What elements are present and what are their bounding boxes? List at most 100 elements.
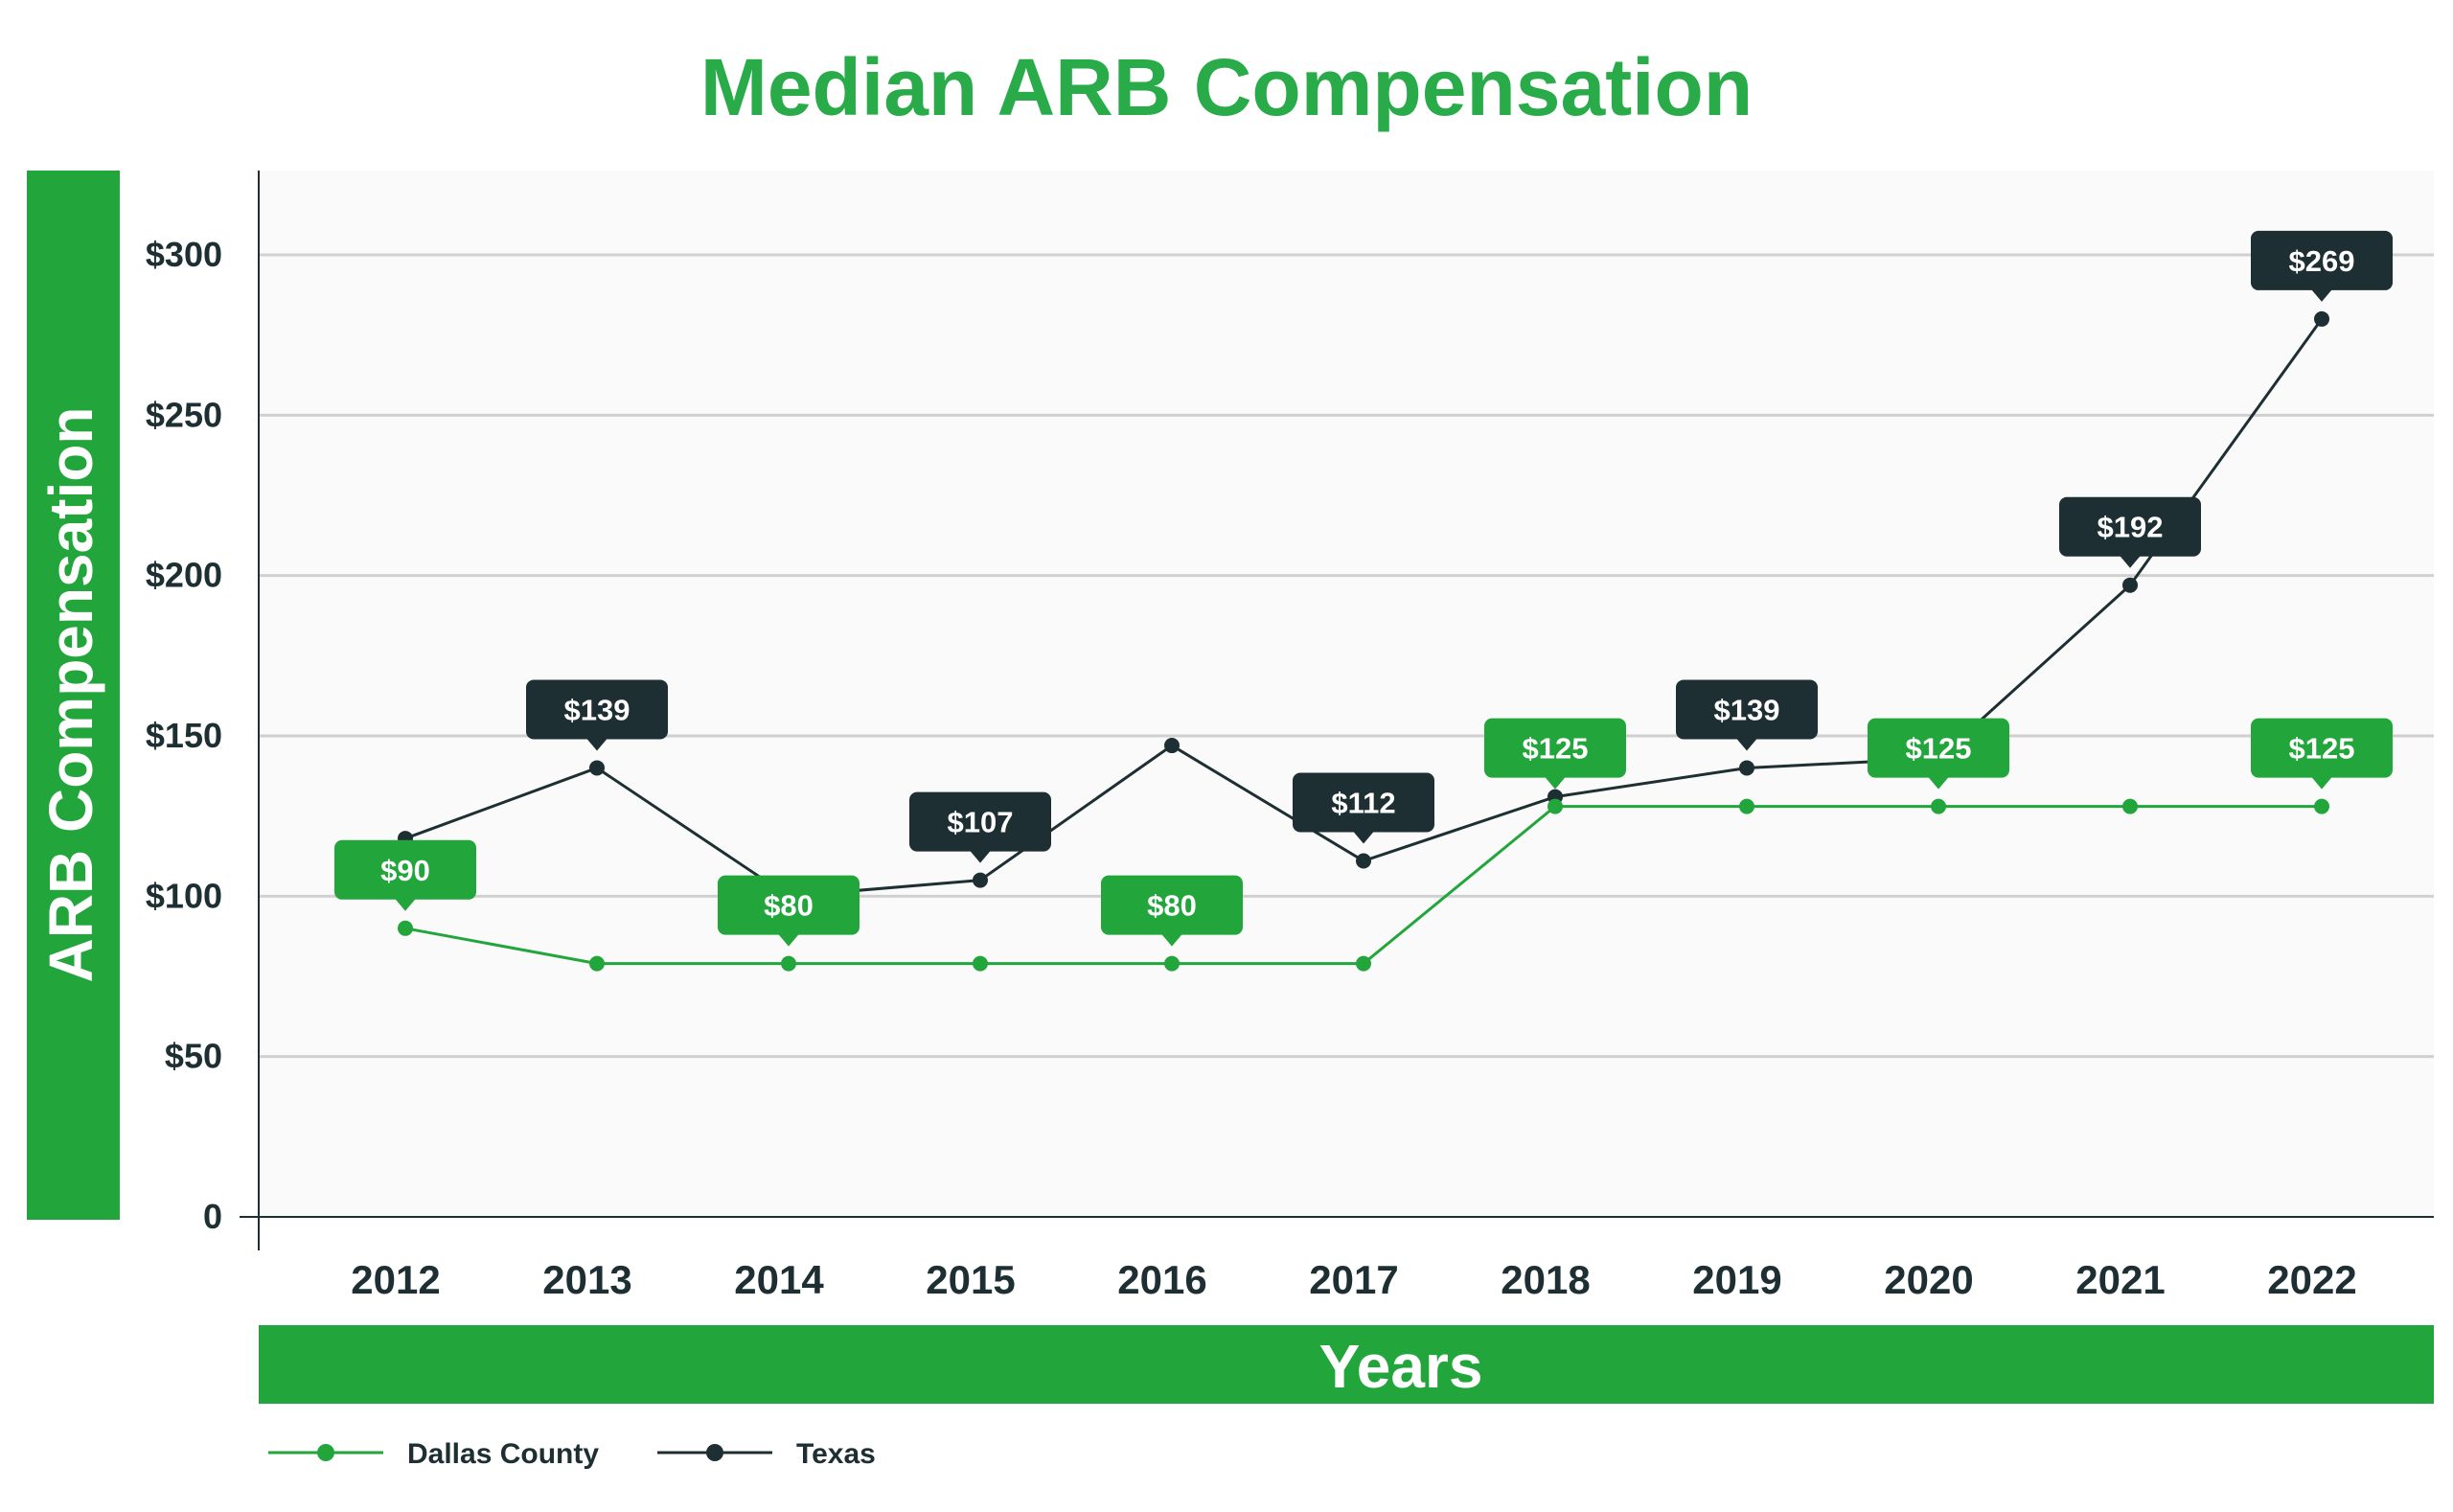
data-point-texas	[1739, 760, 1754, 776]
legend-marker	[317, 1444, 334, 1461]
data-label-callout: $80	[1101, 875, 1243, 947]
data-point-dallas-county	[1164, 955, 1180, 972]
x-tick-label: 2012	[351, 1257, 440, 1302]
x-tick-label: 2013	[542, 1257, 631, 1302]
y-axis-title-band	[27, 171, 120, 1220]
legend-item: Texas	[657, 1438, 876, 1470]
x-axis-title-band	[259, 1325, 2434, 1404]
data-label: $125	[2289, 732, 2355, 766]
data-point-dallas-county	[973, 955, 988, 972]
y-tick-label: $300	[146, 235, 222, 274]
data-label-pointer	[1545, 776, 1566, 790]
data-labels: $90 $80 $80 $125 $125 $125 $139 $107 $112 $139 $19…	[334, 230, 2393, 947]
y-tick-label: $50	[165, 1037, 222, 1076]
chart-title: Median ARB Compensation	[700, 42, 1753, 132]
data-label: $139	[564, 693, 630, 726]
legend-label: Dallas County	[407, 1438, 599, 1470]
data-label: $139	[1714, 693, 1780, 726]
data-label: $112	[1331, 787, 1395, 820]
data-label: $90	[380, 854, 430, 887]
data-point-texas	[589, 760, 605, 776]
data-label-box	[1484, 718, 1626, 778]
x-tick-label: 2015	[926, 1257, 1015, 1302]
y-tick-label: $200	[146, 556, 222, 595]
data-label-pointer	[586, 738, 608, 751]
data-label-callout: $139	[1676, 679, 1818, 751]
x-tick-label: 2014	[734, 1257, 824, 1302]
data-label-box	[1868, 718, 2009, 778]
data-label-box	[2251, 718, 2393, 778]
data-point-dallas-county	[781, 955, 796, 972]
x-tick-label: 2022	[2267, 1257, 2356, 1302]
data-label-callout: $125	[1484, 718, 1626, 790]
data-label: $107	[948, 806, 1014, 839]
data-label-callout: $192	[2059, 496, 2201, 568]
legend-marker	[706, 1444, 723, 1461]
data-label-pointer	[2311, 288, 2332, 302]
data-label-box	[909, 791, 1051, 852]
data-label-pointer	[1161, 933, 1182, 947]
data-label: $80	[1147, 889, 1197, 923]
data-point-dallas-county	[2314, 798, 2329, 814]
y-tick-label: 0	[203, 1197, 222, 1236]
data-label-box	[334, 839, 476, 900]
data-label: $269	[2289, 244, 2355, 278]
legend-label: Texas	[796, 1438, 876, 1470]
y-tick-label: $100	[146, 876, 222, 915]
data-point-dallas-county	[1931, 798, 1946, 814]
data-label-box	[1676, 679, 1818, 740]
data-label-pointer	[1353, 831, 1374, 844]
x-tick-label: 2017	[1309, 1257, 1398, 1302]
y-tick-labels: 0 $50 $100 $150 $200 $250 $300	[146, 235, 222, 1236]
data-label-pointer	[778, 933, 799, 947]
data-point-dallas-county	[1547, 798, 1563, 814]
x-tick-label: 2018	[1501, 1257, 1590, 1302]
data-label-callout: $125	[1868, 718, 2009, 790]
data-label-box	[526, 679, 668, 740]
y-tick-label: $150	[146, 716, 222, 755]
x-axis-title: Years	[1319, 1332, 1483, 1401]
x-tick-labels: 2012 2013 2014 2015 2016 2017 2018 2019 2020 2021…	[351, 1257, 2356, 1302]
data-label-box	[2059, 496, 2201, 557]
data-point-dallas-county	[589, 955, 605, 972]
x-tick-label: 2016	[1117, 1257, 1206, 1302]
data-point-dallas-county	[2122, 798, 2138, 814]
data-label-callout: $107	[909, 791, 1051, 863]
data-label-box	[2251, 230, 2393, 290]
y-axis-title: ARB Compensation	[36, 407, 105, 983]
legend-item: Dallas County	[268, 1438, 599, 1470]
data-label-callout: $90	[334, 839, 476, 911]
data-label: $192	[2098, 511, 2164, 544]
data-point-texas	[2314, 310, 2329, 327]
legend: Dallas County Texas	[268, 1438, 876, 1470]
data-label-callout: $125	[2251, 718, 2393, 790]
data-label-callout: $269	[2251, 230, 2393, 302]
data-point-texas	[973, 872, 988, 888]
data-point-dallas-county	[1356, 955, 1371, 972]
x-tick-label: 2020	[1884, 1257, 1973, 1302]
data-label-pointer	[395, 898, 416, 911]
y-tick-label: $250	[146, 395, 222, 434]
data-label: $125	[1523, 732, 1589, 766]
data-label-pointer	[1736, 738, 1757, 751]
data-label-box	[718, 875, 860, 935]
data-label-box	[1101, 875, 1243, 935]
data-label-pointer	[1928, 776, 1949, 790]
x-tick-label: 2019	[1692, 1257, 1781, 1302]
data-label: $80	[764, 889, 814, 923]
data-point-dallas-county	[398, 920, 413, 936]
data-label-box	[1293, 772, 1434, 833]
x-tick-label: 2021	[2075, 1257, 2165, 1302]
data-label-callout: $139	[526, 679, 668, 751]
data-point-texas	[1164, 738, 1180, 754]
data-label-callout: $80	[718, 875, 860, 947]
data-label-callout: $112	[1293, 772, 1434, 844]
data-point-dallas-county	[1739, 798, 1754, 814]
data-label: $125	[1906, 732, 1972, 766]
data-label-pointer	[970, 850, 991, 863]
data-point-texas	[2122, 577, 2138, 593]
data-point-texas	[1356, 853, 1371, 869]
data-label-pointer	[2311, 776, 2332, 790]
data-label-pointer	[2120, 555, 2141, 568]
